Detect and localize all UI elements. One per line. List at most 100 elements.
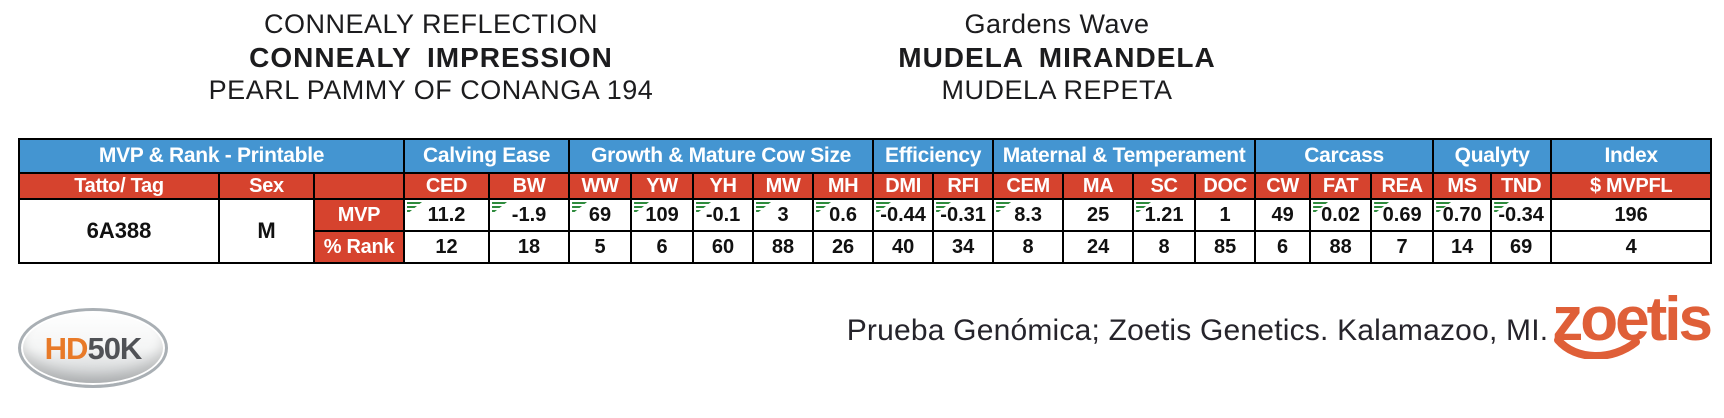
accuracy-flag-icon xyxy=(1436,202,1452,214)
epd-table: MVP & Rank - Printable Calving Ease Growth… xyxy=(17,138,1713,264)
accuracy-flag-icon xyxy=(996,202,1012,214)
metric-value-cell-14: 88 xyxy=(1309,230,1373,264)
genomic-note: Prueba Genómica; Zoetis Genetics. Kalama… xyxy=(846,314,1549,347)
zoetis-logo: zoetis xyxy=(1552,289,1713,361)
metric-value-cell-5: 88 xyxy=(752,230,815,264)
column-header-cell-16: CW xyxy=(1254,172,1312,200)
column-header-cell-4: BW xyxy=(488,172,571,200)
metric-value-cell-9: 8.3 xyxy=(992,198,1065,232)
metric-value-cell-3: 109 xyxy=(630,198,695,232)
metric-value-cell-1: -1.9 xyxy=(488,198,571,232)
column-header-cell-15: DOC xyxy=(1194,172,1257,200)
metric-value-cell-7: 40 xyxy=(872,230,935,264)
metric-value-cell-6: 26 xyxy=(812,230,875,264)
column-header-cell-18: REA xyxy=(1370,172,1435,200)
accuracy-flag-icon xyxy=(1136,202,1152,214)
column-header-cell-21: $ MVPFL xyxy=(1550,172,1713,200)
metric-value-cell-15: 0.69 xyxy=(1370,198,1435,232)
column-header-cell-9: MH xyxy=(812,172,875,200)
metric-value-cell-4: -0.1 xyxy=(692,198,755,232)
accuracy-flag-icon xyxy=(876,202,892,214)
column-header-cell-3: CED xyxy=(403,172,491,200)
row-label-cell: MVP xyxy=(312,198,406,232)
metric-value-cell-13: 6 xyxy=(1254,230,1312,264)
column-header-cell-8: MW xyxy=(752,172,815,200)
metric-value-cell-3: 6 xyxy=(630,230,695,264)
metric-value-cell-13: 49 xyxy=(1254,198,1312,232)
metric-value-cell-1: 18 xyxy=(488,230,571,264)
column-header-cell-5: WW xyxy=(568,172,633,200)
metric-value-cell-4: 60 xyxy=(692,230,755,264)
column-header-cell-11: RFI xyxy=(932,172,995,200)
column-header-row: Tatto/ Tag Sex CED BW WW YW YH MW MH DMI RFI CEM MA S… xyxy=(18,172,1713,200)
pedigree-right-line3: MUDELA REPETA xyxy=(941,75,1173,105)
column-header-cell-20: TND xyxy=(1490,172,1553,200)
pedigree-section: CONNEALY REFLECTION CONNEALY IMPRESSION … xyxy=(0,8,1724,107)
accuracy-flag-icon xyxy=(634,202,650,214)
metric-value-cell-11: 1.21 xyxy=(1132,198,1197,232)
metric-value-cell-0: 12 xyxy=(403,230,491,264)
metric-value-cell-7: -0.44 xyxy=(872,198,935,232)
group-header-cell-6: Qualyty xyxy=(1432,138,1553,174)
accuracy-flag-icon xyxy=(696,202,712,214)
metric-value-cell-9: 8 xyxy=(992,230,1065,264)
metric-value-cell-17: 69 xyxy=(1490,230,1553,264)
column-header-cell-12: CEM xyxy=(992,172,1065,200)
metric-value-cell-10: 25 xyxy=(1062,198,1135,232)
column-header-cell-6: YW xyxy=(630,172,695,200)
column-header-cell-19: MS xyxy=(1432,172,1493,200)
pedigree-right-block: Gardens Wave MUDELA MIRANDELA MUDELA REP… xyxy=(862,8,1252,107)
group-header-cell-4: Maternal & Temperament xyxy=(992,138,1257,174)
mvp-row: 6A388 M MVP 11.2 -1.9 69 109 -0.1 3 0.6 -0.44 -0.31… xyxy=(18,198,1713,264)
accuracy-flag-icon xyxy=(1374,202,1390,214)
metric-value-cell-18: 4 xyxy=(1550,230,1713,264)
metric-value-cell-15: 7 xyxy=(1370,230,1435,264)
group-header-cell-0: MVP & Rank - Printable xyxy=(17,138,406,174)
accuracy-flag-icon xyxy=(492,202,508,214)
hd50k-logo-text: HD50K xyxy=(44,330,143,366)
hd50k-suffix: 50K xyxy=(87,330,142,366)
pedigree-right-line1: Gardens Wave xyxy=(964,9,1150,39)
group-header-cell-2: Growth & Mature Cow Size xyxy=(568,138,875,174)
group-header-cell-7: Index xyxy=(1550,138,1713,174)
metric-value-cell-14: 0.02 xyxy=(1309,198,1373,232)
sex-cell: M xyxy=(218,198,315,264)
metric-value-cell-10: 24 xyxy=(1062,230,1135,264)
tattoo-tag-cell: 6A388 xyxy=(18,198,220,264)
metric-value-cell-8: -0.31 xyxy=(932,198,995,232)
metric-value-cell-16: 0.70 xyxy=(1432,198,1493,232)
metric-value-cell-18: 196 xyxy=(1550,198,1713,232)
metric-value-cell-5: 3 xyxy=(752,198,815,232)
group-header-cell-1: Calving Ease xyxy=(403,138,571,174)
accuracy-flag-icon xyxy=(407,202,423,214)
group-header-row: MVP & Rank - Printable Calving Ease Growth… xyxy=(17,138,1713,174)
metric-value-cell-11: 8 xyxy=(1132,230,1197,264)
zoetis-swoosh-icon xyxy=(1554,337,1641,359)
metric-value-cell-6: 0.6 xyxy=(812,198,875,232)
footer: HD50K Prueba Genómica; Zoetis Genetics. … xyxy=(0,270,1724,400)
row-label-cell: % Rank xyxy=(312,230,406,264)
column-header-cell-14: SC xyxy=(1132,172,1197,200)
accuracy-flag-icon xyxy=(756,202,772,214)
pedigree-left-block: CONNEALY REFLECTION CONNEALY IMPRESSION … xyxy=(0,8,862,107)
metric-value-cell-0: 11.2 xyxy=(403,198,491,232)
column-header-cell-13: MA xyxy=(1062,172,1135,200)
accuracy-flag-icon xyxy=(936,202,952,214)
metric-value-cell-2: 5 xyxy=(568,230,633,264)
column-header-cell-0: Tatto/ Tag xyxy=(18,172,220,200)
accuracy-flag-icon xyxy=(572,202,588,214)
pedigree-right-name: MUDELA MIRANDELA xyxy=(898,42,1216,73)
metric-value-cell-12: 85 xyxy=(1194,230,1257,264)
column-header-cell-10: DMI xyxy=(872,172,935,200)
accuracy-flag-icon xyxy=(1313,202,1329,214)
metric-value-cell-2: 69 xyxy=(568,198,633,232)
accuracy-flag-icon xyxy=(1494,202,1510,214)
footer-right: Prueba Genómica; Zoetis Genetics. Kalama… xyxy=(846,270,1713,380)
pedigree-left-name: CONNEALY IMPRESSION xyxy=(249,42,613,73)
hd50k-prefix: HD xyxy=(44,330,89,366)
pedigree-left-line1: CONNEALY REFLECTION xyxy=(263,9,599,39)
group-header-cell-3: Efficiency xyxy=(872,138,995,174)
column-header-cell-17: FAT xyxy=(1309,172,1373,200)
metric-value-cell-8: 34 xyxy=(932,230,995,264)
column-header-cell-1: Sex xyxy=(218,172,315,200)
